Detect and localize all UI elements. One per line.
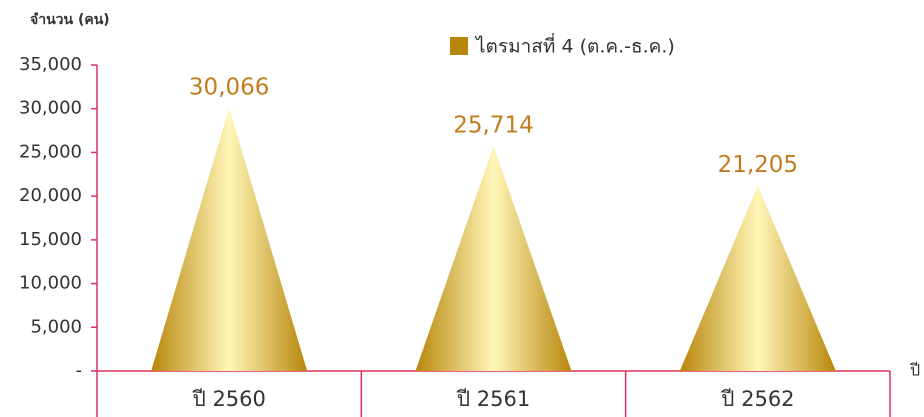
legend-swatch	[450, 37, 468, 55]
y-tick-label: 15,000	[19, 229, 82, 250]
cone	[151, 108, 308, 371]
legend-label: ไตรมาสที่ 4 (ต.ค.-ธ.ค.)	[474, 33, 675, 58]
cone	[415, 146, 572, 371]
y-tick-label: 20,000	[19, 185, 82, 206]
y-tick-label: 10,000	[19, 273, 82, 294]
x-tick-label: ปี 2561	[456, 387, 530, 411]
y-tick-label: 30,000	[19, 98, 82, 119]
x-axis-label: ปี	[910, 361, 921, 380]
y-tick-label: 35,000	[19, 54, 82, 75]
x-tick-label: ปี 2560	[192, 387, 266, 411]
value-label: 21,205	[718, 152, 798, 178]
y-axis-label: จำนวน (คน)	[30, 12, 110, 28]
y-tick-label: 5,000	[30, 316, 82, 337]
y-tick-label: -	[76, 360, 83, 381]
value-label: 30,066	[189, 75, 269, 101]
cone	[679, 185, 836, 371]
x-tick-label: ปี 2562	[720, 387, 794, 411]
value-label: 25,714	[453, 113, 533, 139]
y-tick-label: 25,000	[19, 141, 82, 162]
